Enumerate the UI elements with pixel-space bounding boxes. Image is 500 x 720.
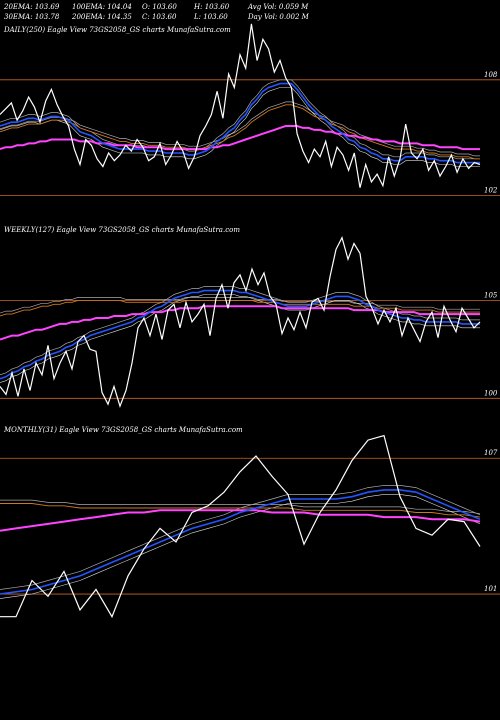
level-label: 102 [484,186,498,194]
stat-200ema: 200EMA: 104.35 [72,13,132,21]
price-line [0,236,481,408]
stat-low: L: 103.60 [194,13,228,21]
ema-shadow-line [0,485,481,590]
ema-shadow-line [0,297,480,314]
level-label: 101 [484,585,497,593]
stat-high: H: 103.60 [194,3,230,11]
ema-shadow-line [0,294,480,383]
chart-title: DAILY(250) Eagle View 73GS2058_GS charts… [3,26,231,34]
chart-title: WEEKLY(127) Eagle View 73GS2058_GS chart… [4,226,240,234]
ema-slow-line [0,305,480,341]
ema-slow-line [0,509,481,532]
level-label: 108 [484,71,498,79]
stat-30ema: 30EMA: 103.78 [4,13,60,21]
ema-fast-line [0,289,480,380]
ema-shadow-line [0,499,481,515]
level-label: 105 [484,291,498,299]
ema-shadow-line [0,101,480,157]
stat-avg-vol: Avg Vol: 0.059 M [248,3,309,11]
stat-close: C: 103.60 [142,13,177,21]
stat-100ema: 100EMA: 104.04 [72,3,132,11]
price-line [0,434,481,619]
ema-slow-line [0,125,480,151]
stat-20ema: 20EMA: 103.69 [4,3,60,11]
ema-fast-line [0,489,481,595]
stat-open: O: 103.60 [142,3,177,11]
ema-mid-line [0,104,480,160]
stat-day-vol: Day Vol: 0.002 M [248,13,309,21]
ema-shadow-line [0,286,480,376]
level-label: 100 [484,389,498,397]
chart-title: MONTHLY(31) Eagle View 73GS2058_GS chart… [3,426,243,434]
level-label: 107 [484,449,498,457]
ema-fast-line [0,82,480,164]
ema-mid-line [0,503,481,518]
ema-mid-line [0,299,480,317]
price-line [0,23,481,188]
ema-shadow-line [0,87,480,167]
